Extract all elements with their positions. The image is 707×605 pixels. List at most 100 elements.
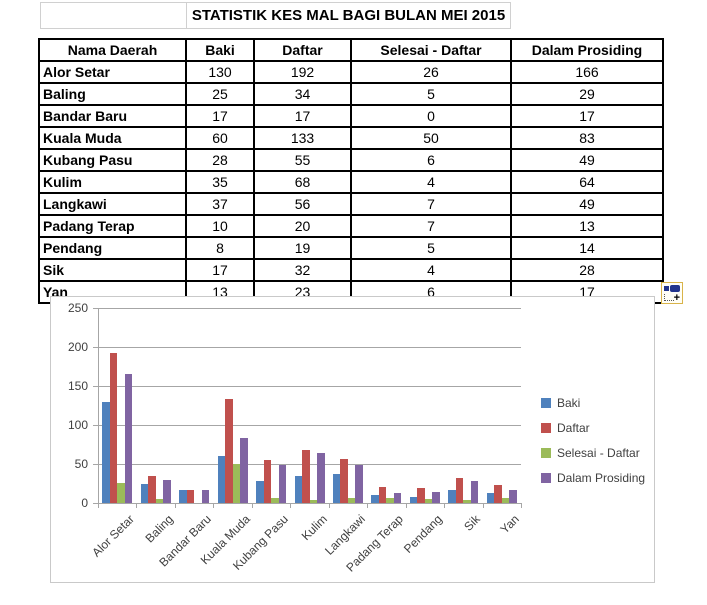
legend-item: Selesai - Daftar: [541, 446, 645, 460]
y-gridline: [93, 425, 521, 426]
table-row: Bandar Baru 17 17 0 17: [38, 104, 664, 128]
table-row: Kulim 35 68 4 64: [38, 170, 664, 194]
bar: [201, 489, 210, 503]
y-axis-line: [98, 308, 99, 504]
table-row: Padang Terap 10 20 7 13: [38, 214, 664, 238]
x-axis-tick: [174, 503, 176, 508]
legend-label: Daftar: [557, 420, 590, 435]
x-axis-tick: [405, 503, 407, 508]
x-axis-tick: [521, 503, 522, 508]
legend-swatch: [541, 447, 551, 458]
cell-value: 25: [185, 82, 255, 106]
cell-value: 20: [253, 214, 352, 238]
row-name: Padang Terap: [38, 214, 187, 238]
cell-value: 4: [350, 170, 512, 194]
table-row: Kuala Muda 60 133 50 83: [38, 126, 664, 150]
table-header: Nama Daerah Baki Daftar Selesai - Daftar Dal…: [38, 38, 664, 62]
legend-item: Baki: [541, 395, 645, 410]
chart: Baki Daftar Selesai - Daftar Dalam Prosidin…: [50, 296, 655, 583]
y-gridline: [93, 308, 521, 309]
cell-value: 49: [510, 148, 664, 172]
bar: [501, 498, 510, 503]
bar: [263, 460, 272, 503]
table-row: Kubang Pasu 28 55 6 49: [38, 148, 664, 172]
bar: [256, 481, 264, 503]
row-name: Bandar Baru: [38, 104, 187, 128]
y-tick-label: 50: [74, 457, 88, 471]
legend-label: Dalam Prosiding: [557, 470, 646, 485]
bar: [409, 496, 418, 503]
x-axis-tick: [482, 503, 484, 508]
bar: [486, 492, 495, 503]
cell-value: 34: [253, 82, 352, 106]
cell-value: 68: [253, 170, 352, 194]
cell-value: 37: [185, 192, 255, 216]
table-body: Alor Setar 130 192 26 166 Baling 25 34 5 29 Bandar…: [38, 60, 664, 304]
table-row: Pendang 8 19 5 14: [38, 236, 664, 260]
bar: [448, 489, 456, 503]
bar: [225, 399, 233, 503]
cell-value: 35: [185, 170, 255, 194]
cell-value: 19: [253, 236, 352, 260]
cell-value: 0: [350, 104, 512, 128]
x-axis-tick: [290, 503, 292, 508]
stats-table: Nama Daerah Baki Daftar Selesai - Daftar Dal…: [38, 38, 664, 304]
cell-value: 50: [350, 126, 512, 150]
bar: [386, 497, 394, 503]
bar: [217, 456, 226, 503]
cell-value: 55: [253, 148, 352, 172]
bar: [393, 492, 402, 503]
bar: [432, 492, 440, 503]
cell-value: 7: [350, 192, 512, 216]
bar: [332, 474, 341, 503]
legend-item: Daftar: [541, 420, 645, 435]
legend-swatch: [541, 472, 551, 483]
chart-options-icon[interactable]: +: [661, 282, 683, 304]
bar: [186, 489, 195, 503]
cell-value: 10: [185, 214, 255, 238]
row-name: Kulim: [38, 170, 187, 194]
bar: [355, 464, 363, 503]
cell-value: 6: [350, 148, 512, 172]
y-tick-label: 250: [67, 301, 88, 315]
bar: [302, 449, 310, 503]
x-axis-tick: [136, 503, 138, 508]
y-tick-label: 200: [67, 340, 88, 354]
cell-value: 83: [510, 126, 664, 150]
bar: [309, 499, 317, 503]
cell-value: 133: [253, 126, 352, 150]
smart-tag-dotted-box: [664, 294, 674, 301]
y-gridline: [93, 386, 521, 387]
bar: [417, 488, 425, 503]
col-header: Selesai - Daftar: [350, 38, 512, 62]
col-header: Dalam Prosiding: [510, 38, 664, 62]
bar: [109, 353, 118, 503]
x-axis-tick: [251, 503, 253, 508]
x-axis-tick: [444, 503, 446, 508]
row-name: Alor Setar: [38, 60, 187, 84]
legend-label: Baki: [557, 395, 581, 410]
x-axis-tick: [98, 503, 99, 508]
legend-swatch: [541, 422, 551, 433]
cell-value: 130: [185, 60, 255, 84]
row-name: Kubang Pasu: [38, 148, 187, 172]
cell-value: 17: [185, 258, 255, 282]
cell-value: 49: [510, 192, 664, 216]
x-axis-tick: [213, 503, 215, 508]
row-name: Kuala Muda: [38, 126, 187, 150]
y-tick-label: 0: [81, 496, 88, 510]
bar: [271, 498, 279, 503]
cell-value: 5: [350, 82, 512, 106]
bar: [155, 499, 164, 503]
bar: [470, 481, 479, 503]
page-title: STATISTIK KES MAL BAGI BULAN MEI 2015: [191, 7, 506, 24]
cell-value: 64: [510, 170, 664, 194]
bar: [163, 480, 171, 503]
bar: [148, 476, 156, 503]
x-axis-tick: [367, 503, 369, 508]
cell-value: 13: [510, 214, 664, 238]
title-box: STATISTIK KES MAL BAGI BULAN MEI 2015: [186, 2, 511, 29]
bar: [140, 483, 149, 503]
legend-item: Dalam Prosiding: [541, 470, 646, 485]
